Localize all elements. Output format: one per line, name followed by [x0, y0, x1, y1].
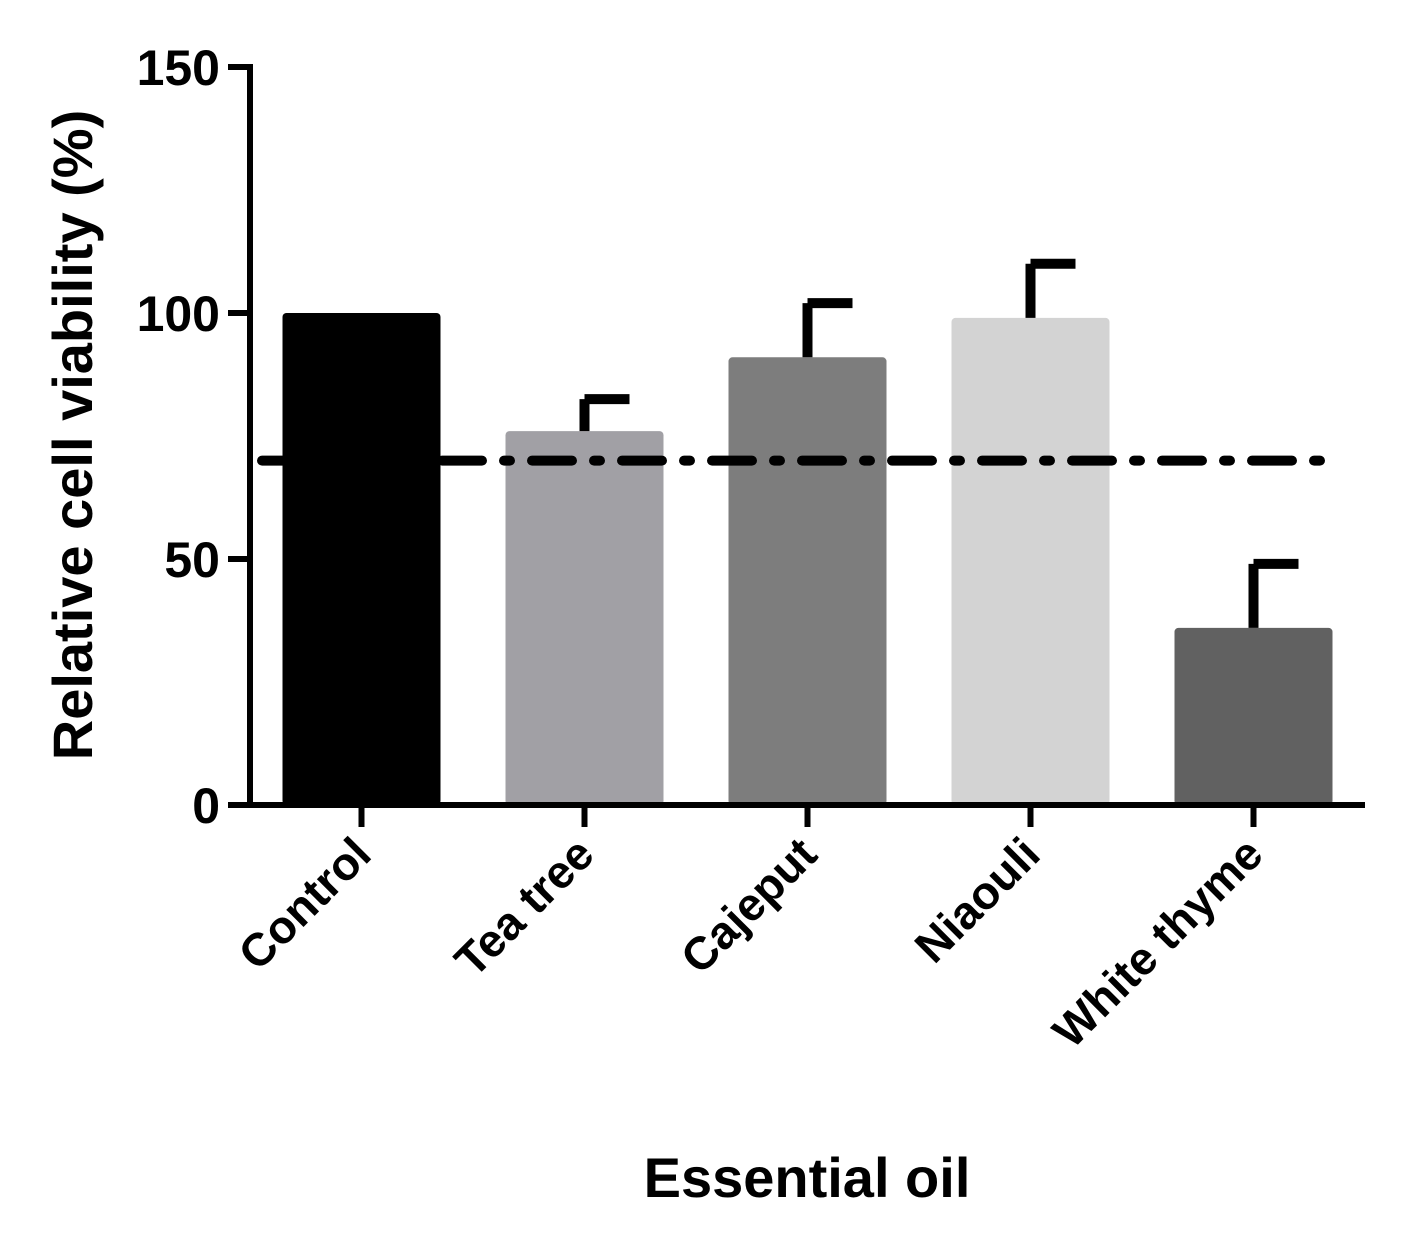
x-tick-label-niaouli: Niaouli [904, 827, 1049, 972]
bar-cajeput [728, 357, 887, 805]
y-tick-label-0: 0 [192, 778, 220, 834]
x-tick-label-cajeput: Cajeput [671, 827, 827, 983]
error-bar-white-thyme [1248, 558, 1299, 628]
error-bar-cajeput [802, 298, 853, 358]
bars-layer [282, 313, 1333, 805]
axes-layer [228, 64, 1365, 827]
bar-niaouli [951, 317, 1110, 805]
y-tick-label-150: 150 [137, 40, 220, 96]
bar-white-thyme [1174, 627, 1333, 805]
y-tick-label-100: 100 [137, 286, 220, 342]
x-axis-title: Essential oil [644, 1146, 971, 1209]
y-axis-title: Relative cell viability (%) [41, 110, 104, 760]
error-bar-niaouli [1025, 258, 1076, 318]
y-tick-label-50: 50 [164, 532, 220, 588]
x-tick-label-tea-tree: Tea tree [444, 827, 603, 986]
bar-tea-tree [505, 431, 664, 805]
bar-control [282, 313, 441, 805]
x-tick-label-white-thyme: White thyme [1042, 827, 1272, 1057]
x-tick-label-control: Control [228, 827, 380, 979]
error-bars-layer [579, 258, 1299, 628]
error-bar-tea-tree [579, 394, 630, 432]
